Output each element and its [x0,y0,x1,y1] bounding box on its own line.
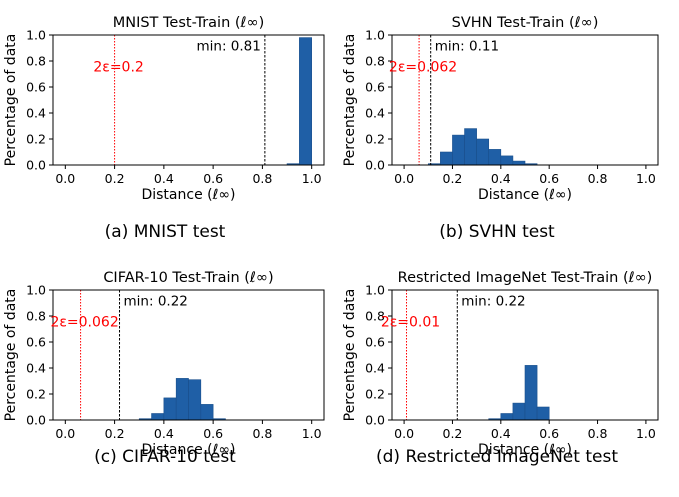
y-tick-label: 1.0 [365,283,385,298]
y-tick-label: 0.4 [26,361,46,376]
histogram-bar [452,134,465,166]
x-tick-label: 0.2 [443,171,463,186]
subfigure-caption: (a) MNIST test [105,222,226,242]
y-tick-label: 0.4 [26,106,46,121]
chart-title: Restricted ImageNet Test-Train (ℓ∞) [398,270,653,286]
x-tick-label: 0.0 [394,171,414,186]
x-tick-label: 0.8 [588,171,608,186]
y-tick-label: 1.0 [365,28,385,43]
x-tick-label: 0.6 [539,171,559,186]
epsilon-label: 2ε=0.01 [381,314,440,330]
histogram-bar [200,404,214,421]
min-distance-label: min: 0.81 [197,39,261,55]
x-tick-label: 1.0 [636,171,656,186]
y-tick-label: 0.2 [365,132,385,147]
x-tick-label: 1.0 [302,426,322,441]
histogram-bar [440,151,453,166]
chart-svhn: 0.0 0.2 0.4 0.6 0.8 1.0 0.0 0.2 0.4 0.6 0.8 1.0 SVHN… [342,15,659,242]
y-tick-label: 0.6 [365,335,385,350]
histogram-bar [175,378,189,421]
histogram-bar [536,406,550,421]
y-axis-label: Percentage of data [3,289,19,422]
x-tick-label: 0.6 [203,426,223,441]
x-tick-label: 0.0 [394,426,414,441]
x-tick-label: 0.8 [252,171,272,186]
x-tick-label: 0.8 [252,426,272,441]
y-tick-label: 1.0 [26,28,46,43]
x-tick-label: 0.2 [105,426,125,441]
histogram-bar [488,149,502,166]
x-tick-label: 0.6 [203,171,223,186]
y-tick-label: 0.2 [26,132,46,147]
histogram-bar [151,413,165,421]
axes-frame [391,289,659,421]
chart-title: MNIST Test-Train (ℓ∞) [113,15,265,31]
epsilon-label: 2ε=0.062 [389,59,457,75]
y-tick-label: 0.2 [26,387,46,402]
y-tick-label: 0.0 [26,413,46,428]
chart-title: CIFAR-10 Test-Train (ℓ∞) [103,270,273,286]
histogram-bar [163,397,177,421]
y-tick-label: 0.0 [365,413,385,428]
histogram-bar [299,37,312,166]
y-tick-label: 0.4 [365,361,385,376]
x-tick-label: 0.4 [154,171,174,186]
x-tick-label: 0.4 [491,171,511,186]
x-tick-label: 0.2 [443,426,463,441]
subfigure-caption: (b) SVHN test [439,222,555,242]
y-tick-label: 0.8 [365,309,385,324]
histogram-bar [476,138,490,166]
subfigure-caption: (d) Restricted ImageNet test [376,447,618,467]
chart-title: SVHN Test-Train (ℓ∞) [452,15,599,31]
axes-frame [52,289,325,421]
histogram-bar [500,155,514,166]
x-tick-label: 0.2 [105,171,125,186]
y-tick-label: 0.0 [26,158,46,173]
x-tick-label: 0.4 [491,426,511,441]
y-axis-label: Percentage of data [342,34,358,167]
histogram-bar [512,402,526,421]
y-tick-label: 0.6 [365,80,385,95]
y-axis-label: Percentage of data [3,34,19,167]
x-axis-label: Distance (ℓ∞) [478,442,572,458]
x-axis-label: Distance (ℓ∞) [141,187,235,203]
chart-mnist: 0.0 0.2 0.4 0.6 0.8 1.0 0.0 0.2 0.4 0.6 0.8 1.0 MNIS… [3,15,325,242]
min-distance-label: min: 0.22 [461,294,525,310]
min-distance-label: min: 0.22 [124,294,188,310]
x-tick-label: 0.0 [55,171,75,186]
x-tick-label: 0.4 [154,426,174,441]
y-tick-label: 0.8 [26,54,46,69]
histogram-bar [464,128,477,166]
y-tick-label: 0.8 [26,309,46,324]
x-tick-label: 0.6 [539,426,559,441]
histogram-bar [524,365,538,421]
min-distance-label: min: 0.11 [435,39,499,55]
y-tick-label: 0.6 [26,335,46,350]
chart-imagenet: 0.0 0.2 0.4 0.6 0.8 1.0 0.0 0.2 0.4 0.6 0.8 1.0 Rest… [342,270,659,467]
x-axis-label: Distance (ℓ∞) [141,442,235,458]
axes-frame [391,34,659,166]
subfigure-caption: (c) CIFAR-10 test [94,447,236,467]
chart-cifar10: 0.0 0.2 0.4 0.6 0.8 1.0 0.0 0.2 0.4 0.6 0.8 1.0 CIFA… [3,270,325,467]
y-tick-label: 0.4 [365,106,385,121]
x-tick-label: 0.0 [55,426,75,441]
axes-frame [52,34,325,166]
y-tick-label: 0.6 [26,80,46,95]
y-axis-label: Percentage of data [342,289,358,422]
histogram-bar [188,379,202,421]
x-tick-label: 1.0 [636,426,656,441]
x-axis-label: Distance (ℓ∞) [478,187,572,203]
x-tick-label: 0.8 [588,426,608,441]
y-tick-label: 0.0 [365,158,385,173]
y-tick-label: 1.0 [26,283,46,298]
y-tick-label: 0.8 [365,54,385,69]
epsilon-label: 2ε=0.062 [50,314,118,330]
x-tick-label: 1.0 [302,171,322,186]
histogram-bar [512,160,526,166]
epsilon-label: 2ε=0.2 [93,59,143,75]
y-tick-label: 0.2 [365,387,385,402]
histogram-bar [500,413,514,421]
